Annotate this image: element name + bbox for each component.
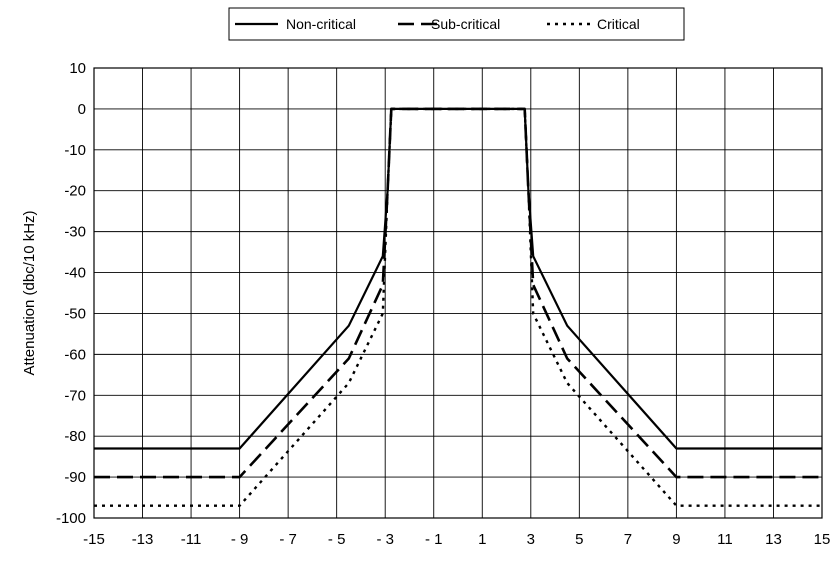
x-tick-label: - 3 xyxy=(376,531,394,548)
y-tick-label: -70 xyxy=(64,387,86,404)
x-tick-label: - 7 xyxy=(279,531,297,548)
y-tick-label: -20 xyxy=(64,183,86,200)
x-axis-ticks: -15 -13 -11- 9- 7- 5- 3- 1 1 3 5 7 9 11 13 15 xyxy=(83,531,830,548)
y-tick-label: -50 xyxy=(64,305,86,322)
y-tick-label: -90 xyxy=(64,469,86,486)
plot-frame xyxy=(93,67,823,519)
x-tick-label: 15 xyxy=(814,531,831,548)
x-tick-label: 11 xyxy=(717,531,733,548)
series-group xyxy=(94,107,822,507)
legend-label: Non-critical xyxy=(286,16,356,32)
y-tick-label: -60 xyxy=(64,346,86,363)
y-tick-label: -40 xyxy=(64,265,86,282)
legend-label: Sub-critical xyxy=(431,16,500,32)
y-tick-label: -80 xyxy=(64,428,86,445)
x-tick-label: 9 xyxy=(672,531,680,548)
y-tick-label: 0 xyxy=(78,101,86,118)
legend-label: Critical xyxy=(597,16,640,32)
y-tick-label: -10 xyxy=(64,142,86,159)
x-tick-label: 5 xyxy=(575,531,583,548)
x-tick-label: 7 xyxy=(624,531,632,548)
x-tick-label: 3 xyxy=(527,531,535,548)
x-tick-label: 13 xyxy=(765,531,782,548)
legend-box xyxy=(228,7,685,41)
grid xyxy=(93,67,823,519)
x-tick-label: - 1 xyxy=(425,531,443,548)
y-axis-ticks: 10 0 -10 -20 -30 -40 -50 -60 -70 -80 -90 -100 xyxy=(56,60,86,527)
y-tick-label: 10 xyxy=(69,60,86,77)
y-axis-title: Attenuation (dbc/10 kHz) xyxy=(21,210,38,375)
y-tick-label: -30 xyxy=(64,224,86,241)
y-tick-label: -100 xyxy=(56,510,86,527)
x-tick-label: -11 xyxy=(181,531,202,548)
legend-items: Non-critical Sub-critical Critical xyxy=(235,16,640,32)
series-line-critical xyxy=(94,107,822,507)
series-line-sub-critical xyxy=(94,107,822,479)
x-tick-label: -13 xyxy=(132,531,154,548)
x-tick-label: -15 xyxy=(83,531,105,548)
legend: Non-critical Sub-critical Critical xyxy=(228,7,685,41)
x-tick-label: - 5 xyxy=(328,531,346,548)
x-tick-label: 1 xyxy=(478,531,486,548)
x-tick-label: - 9 xyxy=(231,531,249,548)
series-line-non-critical xyxy=(94,107,822,450)
